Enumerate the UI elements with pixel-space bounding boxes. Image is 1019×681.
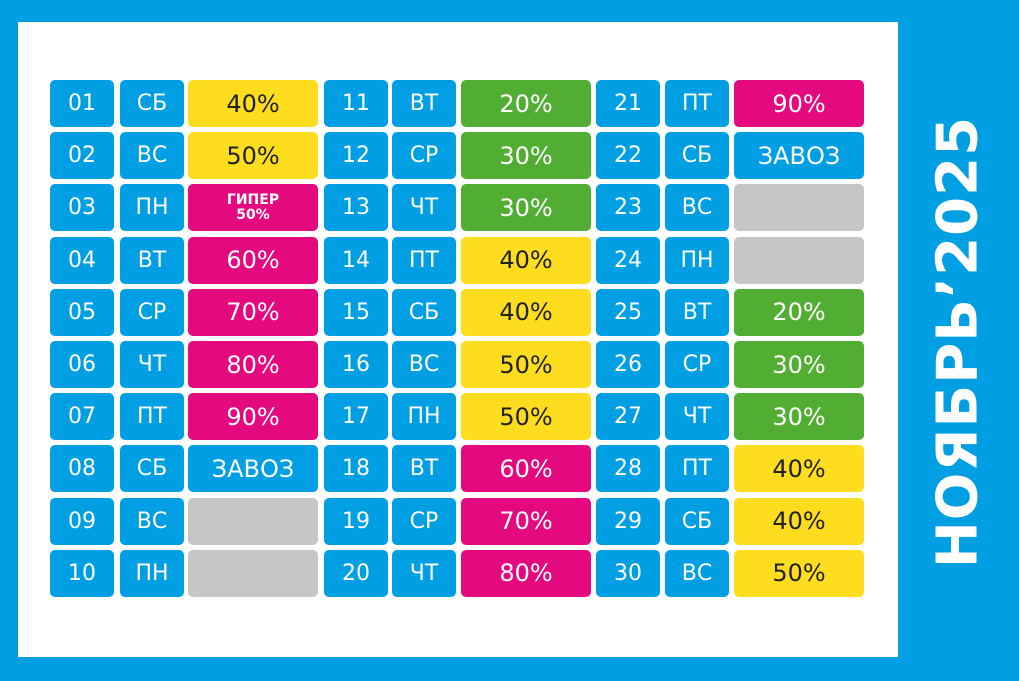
discount-cell: 40% [734,497,864,545]
discount-cell: ГИПЕР 50% [188,184,318,232]
day-of-week: ПТ [665,80,729,127]
day-of-week: ВТ [665,288,729,336]
day-of-week: СР [120,288,184,336]
discount-cell: 80% [461,549,591,597]
day-number: 21 [596,80,660,127]
day-number: 25 [596,288,660,336]
day-of-week: ЧТ [120,341,184,388]
discount-cell: 20% [461,80,591,127]
day-of-week: ПТ [392,236,456,284]
day-number: 08 [50,445,114,493]
day-number: 13 [324,184,388,232]
day-of-week: ВС [392,341,456,388]
day-number: 07 [50,393,114,441]
discount-cell [734,236,864,284]
day-of-week: СБ [120,445,184,493]
day-of-week: ПТ [120,393,184,441]
discount-label: ГИПЕР [226,191,280,208]
discount-cell: 70% [188,288,318,336]
day-number: 02 [50,132,114,180]
discount-cell: 40% [461,288,591,336]
day-number: 20 [324,549,388,597]
day-of-week: ЧТ [665,393,729,441]
discount-cell: 40% [461,236,591,284]
day-number: 11 [324,80,388,127]
day-number: 01 [50,80,114,127]
discount-label: 50% [236,206,270,223]
discount-cell: 20% [734,288,864,336]
day-number: 26 [596,341,660,388]
discount-cell: 40% [734,445,864,493]
discount-cell: 70% [461,497,591,545]
discount-cell: 90% [188,393,318,441]
month-title: НОЯБРЬ’2025 [925,115,991,569]
discount-cell: 50% [188,132,318,180]
day-of-week: СР [665,341,729,388]
discount-cell: 80% [188,341,318,388]
day-of-week: ПН [392,393,456,441]
day-number: 10 [50,549,114,597]
day-of-week: СБ [665,132,729,180]
day-number: 24 [596,236,660,284]
day-number: 14 [324,236,388,284]
day-of-week: ВТ [392,445,456,493]
day-number: 22 [596,132,660,180]
discount-cell: 50% [734,549,864,597]
day-number: 18 [324,445,388,493]
day-of-week: ПТ [665,445,729,493]
day-number: 16 [324,341,388,388]
day-number: 28 [596,445,660,493]
day-of-week: ПН [665,236,729,284]
day-of-week: ВС [120,497,184,545]
discount-cell: 90% [734,80,864,127]
day-of-week: ВС [120,132,184,180]
discount-cell: 30% [461,132,591,180]
day-number: 23 [596,184,660,232]
day-number: 03 [50,184,114,232]
day-of-week: ПН [120,549,184,597]
day-number: 27 [596,393,660,441]
discount-cell: 30% [734,393,864,441]
day-of-week: ВС [665,549,729,597]
discount-cell: 60% [461,445,591,493]
day-of-week: СБ [120,80,184,127]
discount-cell: 60% [188,236,318,284]
discount-cell: 40% [188,80,318,127]
day-number: 17 [324,393,388,441]
day-number: 12 [324,132,388,180]
day-of-week: ВТ [392,80,456,127]
discount-cell [188,497,318,545]
day-of-week: ВТ [120,236,184,284]
day-number: 30 [596,549,660,597]
day-of-week: ЧТ [392,184,456,232]
day-of-week: ЧТ [392,549,456,597]
day-number: 06 [50,341,114,388]
day-of-week: СБ [665,497,729,545]
day-number: 04 [50,236,114,284]
day-number: 09 [50,497,114,545]
day-of-week: СБ [392,288,456,336]
discount-cell [188,549,318,597]
discount-cell: 50% [461,341,591,388]
day-of-week: СР [392,497,456,545]
discount-cell: 30% [461,184,591,232]
discount-cell [734,184,864,232]
discount-cell: ЗАВОЗ [734,132,864,180]
discount-cell: 50% [461,393,591,441]
day-number: 19 [324,497,388,545]
day-number: 15 [324,288,388,336]
day-of-week: ВС [665,184,729,232]
day-number: 05 [50,288,114,336]
discount-cell: 30% [734,341,864,388]
day-of-week: СР [392,132,456,180]
day-of-week: ПН [120,184,184,232]
day-number: 29 [596,497,660,545]
discount-cell: ЗАВОЗ [188,445,318,493]
